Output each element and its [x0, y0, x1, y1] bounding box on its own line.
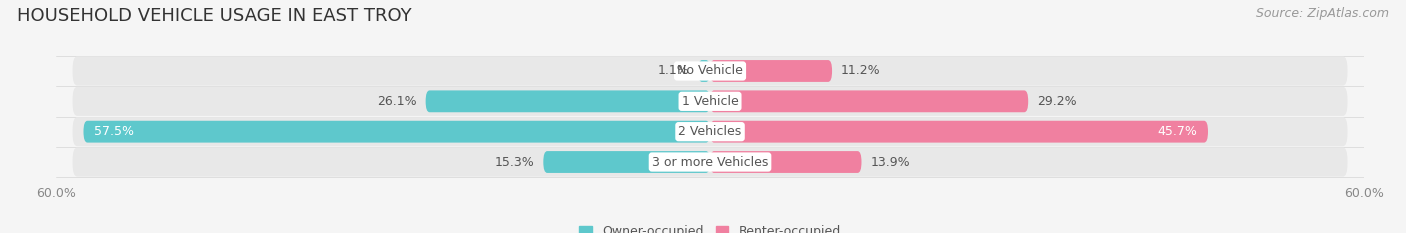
- FancyBboxPatch shape: [73, 117, 1347, 146]
- FancyBboxPatch shape: [710, 90, 1028, 112]
- FancyBboxPatch shape: [710, 151, 862, 173]
- Text: 15.3%: 15.3%: [495, 155, 534, 168]
- Text: No Vehicle: No Vehicle: [678, 65, 742, 78]
- Text: 2 Vehicles: 2 Vehicles: [679, 125, 741, 138]
- Legend: Owner-occupied, Renter-occupied: Owner-occupied, Renter-occupied: [575, 220, 845, 233]
- Text: 1 Vehicle: 1 Vehicle: [682, 95, 738, 108]
- Text: 26.1%: 26.1%: [377, 95, 418, 108]
- FancyBboxPatch shape: [710, 121, 1208, 143]
- FancyBboxPatch shape: [426, 90, 710, 112]
- Text: 3 or more Vehicles: 3 or more Vehicles: [652, 155, 768, 168]
- Text: 45.7%: 45.7%: [1157, 125, 1197, 138]
- Text: 13.9%: 13.9%: [870, 155, 910, 168]
- FancyBboxPatch shape: [710, 60, 832, 82]
- FancyBboxPatch shape: [73, 56, 1347, 86]
- FancyBboxPatch shape: [543, 151, 710, 173]
- Text: 29.2%: 29.2%: [1038, 95, 1077, 108]
- FancyBboxPatch shape: [83, 121, 710, 143]
- Text: 11.2%: 11.2%: [841, 65, 880, 78]
- Text: Source: ZipAtlas.com: Source: ZipAtlas.com: [1256, 7, 1389, 20]
- Text: HOUSEHOLD VEHICLE USAGE IN EAST TROY: HOUSEHOLD VEHICLE USAGE IN EAST TROY: [17, 7, 412, 25]
- FancyBboxPatch shape: [697, 60, 710, 82]
- Text: 1.1%: 1.1%: [658, 65, 689, 78]
- FancyBboxPatch shape: [73, 87, 1347, 116]
- FancyBboxPatch shape: [73, 147, 1347, 177]
- Text: 57.5%: 57.5%: [94, 125, 135, 138]
